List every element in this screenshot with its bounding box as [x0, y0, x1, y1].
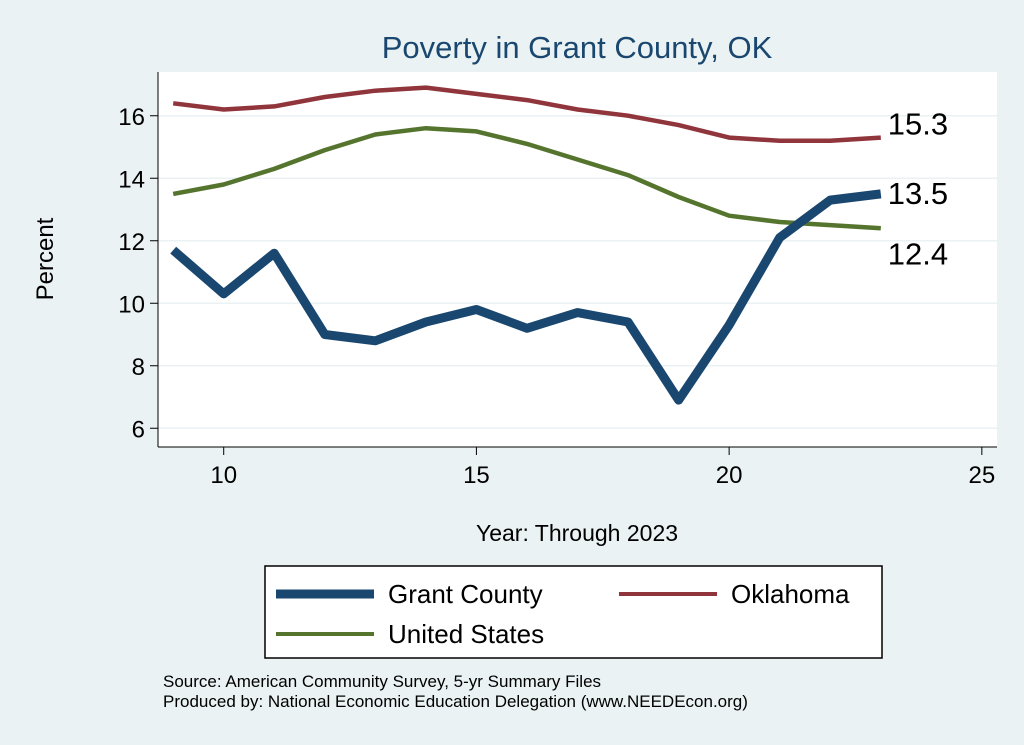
- y-axis-label: Percent: [32, 217, 59, 300]
- source-note: Source: American Community Survey, 5-yr …: [163, 672, 602, 691]
- x-axis-label: Year: Through 2023: [476, 520, 678, 546]
- end-label-oklahoma: 15.3: [888, 107, 948, 142]
- x-tick-label-10: 10: [210, 462, 237, 489]
- end-label-united-states: 12.4: [888, 236, 948, 271]
- chart-title: Poverty in Grant County, OK: [382, 30, 773, 65]
- y-tick-label-10: 10: [118, 291, 145, 318]
- y-tick-label-12: 12: [118, 229, 145, 256]
- legend-label-grant-county: Grant County: [388, 579, 543, 609]
- y-tick-label-8: 8: [132, 354, 145, 381]
- legend: Grant County Oklahoma United States: [264, 565, 883, 659]
- y-tick-label-14: 14: [118, 166, 145, 193]
- x-tick-label-20: 20: [716, 462, 743, 489]
- series-line-oklahoma: [172, 85, 881, 144]
- series-line-grant-county: [170, 189, 882, 405]
- y-tick-label-16: 16: [118, 104, 145, 131]
- x-tick-label-25: 25: [968, 462, 995, 489]
- producer-note: Produced by: National Economic Education…: [163, 692, 748, 711]
- plot-area: [158, 72, 997, 447]
- series-line-united-states: [172, 125, 881, 231]
- axes: 6 8 10 12 14 16 10 15 20 25: [118, 72, 997, 489]
- y-tick-label-6: 6: [132, 416, 145, 443]
- end-label-grant-county: 13.5: [888, 176, 948, 211]
- legend-label-united-states: United States: [388, 619, 544, 649]
- legend-box: [264, 565, 883, 659]
- legend-label-oklahoma: Oklahoma: [731, 579, 850, 609]
- x-tick-label-15: 15: [463, 462, 490, 489]
- series-lines: 15.3 12.4 13.5: [170, 85, 948, 405]
- gridlines: [158, 115, 997, 429]
